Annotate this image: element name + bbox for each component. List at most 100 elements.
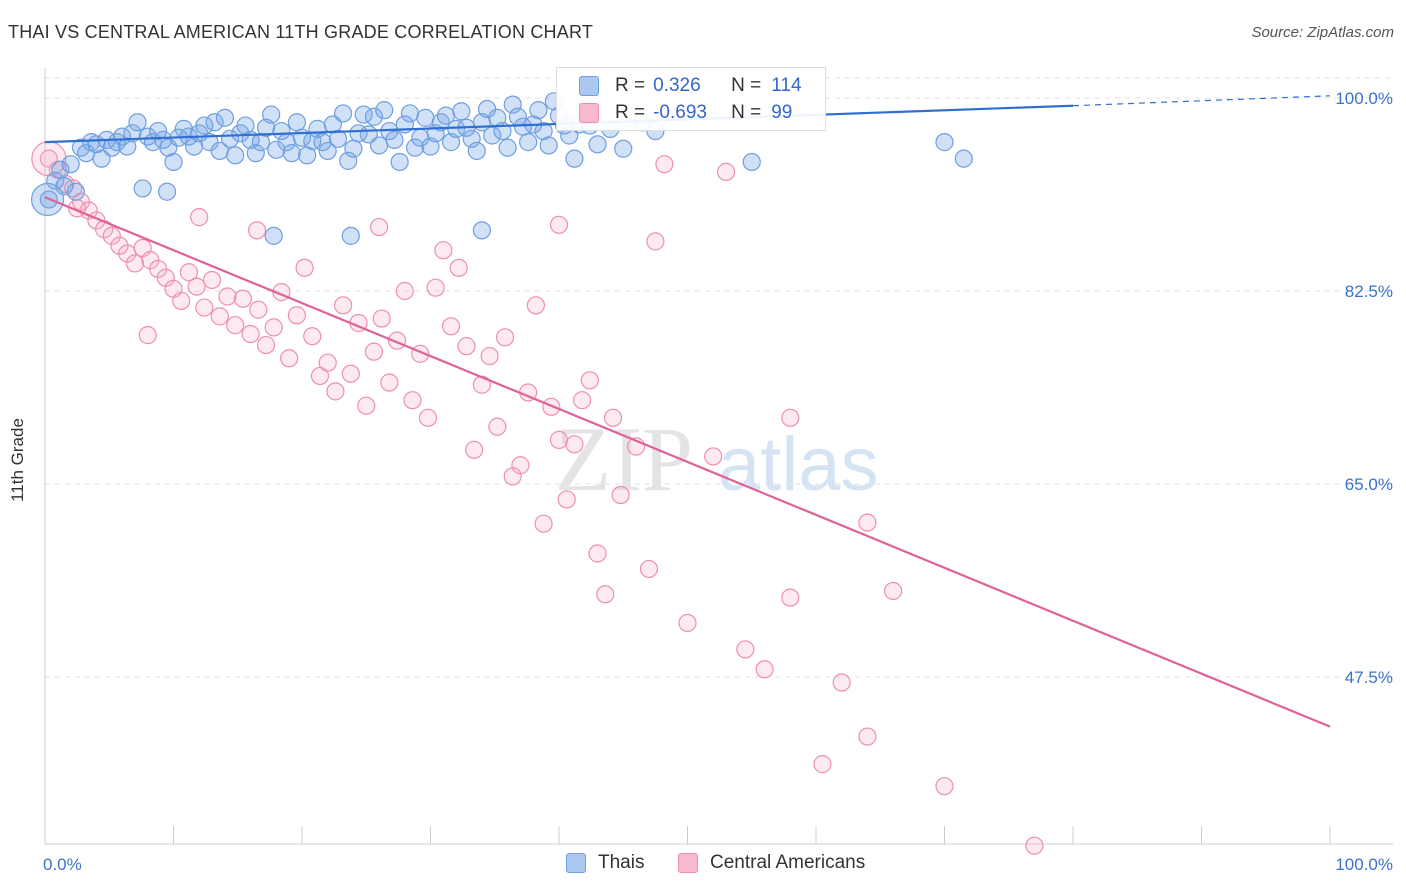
thais-point xyxy=(328,129,348,148)
thais-points xyxy=(30,92,973,245)
central-americans-swatch xyxy=(579,103,599,123)
central-americans-point xyxy=(639,559,659,579)
central-americans-point xyxy=(303,327,322,346)
central-americans-point xyxy=(102,226,121,245)
n-label: N = xyxy=(731,75,762,96)
central-americans-point xyxy=(755,660,774,679)
thais-point xyxy=(128,113,147,132)
thais-point xyxy=(390,152,409,172)
central-americans-point xyxy=(372,309,391,328)
thais-point xyxy=(472,221,491,240)
thais-point xyxy=(157,182,177,201)
y-tick-label: 65.0% xyxy=(1345,475,1393,494)
central-americans-point xyxy=(603,408,623,427)
central-americans-point xyxy=(334,296,353,315)
r-label: R = xyxy=(615,102,646,123)
thais-point xyxy=(112,127,132,146)
central-americans-point xyxy=(280,349,299,368)
central-americans-point xyxy=(813,755,832,774)
thais-point xyxy=(498,138,517,157)
thais-point xyxy=(262,105,281,124)
stats-legend: R = 0.326 N = 114 R = -0.693 N = 99 xyxy=(556,67,826,131)
central-americans-point xyxy=(233,289,252,308)
central-americans-point xyxy=(557,490,576,509)
central-americans-point xyxy=(187,277,206,296)
n-value: 114 xyxy=(771,75,802,96)
source-label: Source: ZipAtlas.com xyxy=(1251,24,1394,41)
central-americans-point xyxy=(241,324,260,344)
thais-point xyxy=(318,141,337,161)
central-americans-point xyxy=(441,317,461,336)
thais-point xyxy=(138,127,157,146)
thais-point xyxy=(385,130,404,150)
thais-swatch xyxy=(579,76,599,96)
central-americans-point xyxy=(704,447,723,466)
central-americans-point xyxy=(736,640,755,659)
thais-point xyxy=(264,226,283,245)
central-americans-point xyxy=(1025,836,1044,855)
central-americans-point xyxy=(580,371,599,390)
central-americans-point xyxy=(125,254,145,273)
legend-item-thais[interactable]: Thais xyxy=(566,852,644,874)
legend-label-thais: Thais xyxy=(598,852,645,873)
thais-point xyxy=(416,108,435,127)
central-americans-point xyxy=(716,162,736,181)
central-americans-point xyxy=(449,258,468,277)
thais-point xyxy=(287,113,306,132)
thais-point xyxy=(539,136,558,155)
watermark: ZIP atlas xyxy=(555,408,879,510)
legend-item-central-americans[interactable]: Central Americans xyxy=(678,852,865,874)
central-americans-point xyxy=(326,382,345,401)
r-value: 0.326 xyxy=(653,75,701,96)
thais-point xyxy=(164,152,183,172)
thais-point xyxy=(375,101,394,120)
thais-point xyxy=(215,108,234,127)
central-americans-point xyxy=(370,217,389,237)
central-americans-point xyxy=(781,588,800,607)
thais-point xyxy=(71,138,91,157)
central-americans-trend-line xyxy=(44,196,1331,728)
central-americans-point xyxy=(565,435,584,454)
r-value: -0.693 xyxy=(653,102,707,123)
y-tick-label: 100.0% xyxy=(1335,89,1393,108)
central-americans-point xyxy=(195,298,214,317)
watermark-atlas: atlas xyxy=(718,422,879,507)
central-americans-point xyxy=(418,408,438,427)
central-americans-point xyxy=(357,396,376,415)
central-americans-point xyxy=(549,430,569,449)
central-americans-point xyxy=(287,306,306,325)
thais-point xyxy=(61,155,80,174)
central-americans-point xyxy=(611,485,630,505)
thais-point xyxy=(588,135,607,154)
central-americans-point xyxy=(549,215,569,234)
central-americans-point xyxy=(832,673,851,692)
thais-point xyxy=(529,101,548,120)
thais-point xyxy=(954,149,973,168)
thais-point xyxy=(614,139,633,158)
central-americans-point xyxy=(488,417,507,436)
thais-point xyxy=(519,133,538,152)
thais-point xyxy=(565,149,584,168)
thais-point xyxy=(46,171,65,190)
thais-point xyxy=(272,121,291,141)
central-americans-point xyxy=(218,287,237,306)
thais-point xyxy=(133,179,152,198)
central-americans-point xyxy=(403,391,422,410)
thais-point xyxy=(226,146,245,165)
legend-row-thais: R = 0.326 N = 114 xyxy=(579,73,802,99)
central-americans-point xyxy=(256,335,276,355)
thais-point xyxy=(298,146,317,165)
thais-point xyxy=(66,182,85,201)
thais-point xyxy=(205,113,224,132)
legend-label-central-americans: Central Americans xyxy=(710,852,866,873)
thais-point xyxy=(534,121,553,141)
thais-point xyxy=(148,121,168,141)
n-label: N = xyxy=(731,102,762,123)
central-americans-point xyxy=(534,514,553,533)
central-americans-point xyxy=(858,727,877,746)
central-americans-point xyxy=(495,328,515,347)
central-americans-point xyxy=(249,300,268,319)
central-americans-point xyxy=(588,544,607,563)
watermark-zip: ZIP xyxy=(555,408,693,510)
central-americans-point xyxy=(341,364,360,383)
